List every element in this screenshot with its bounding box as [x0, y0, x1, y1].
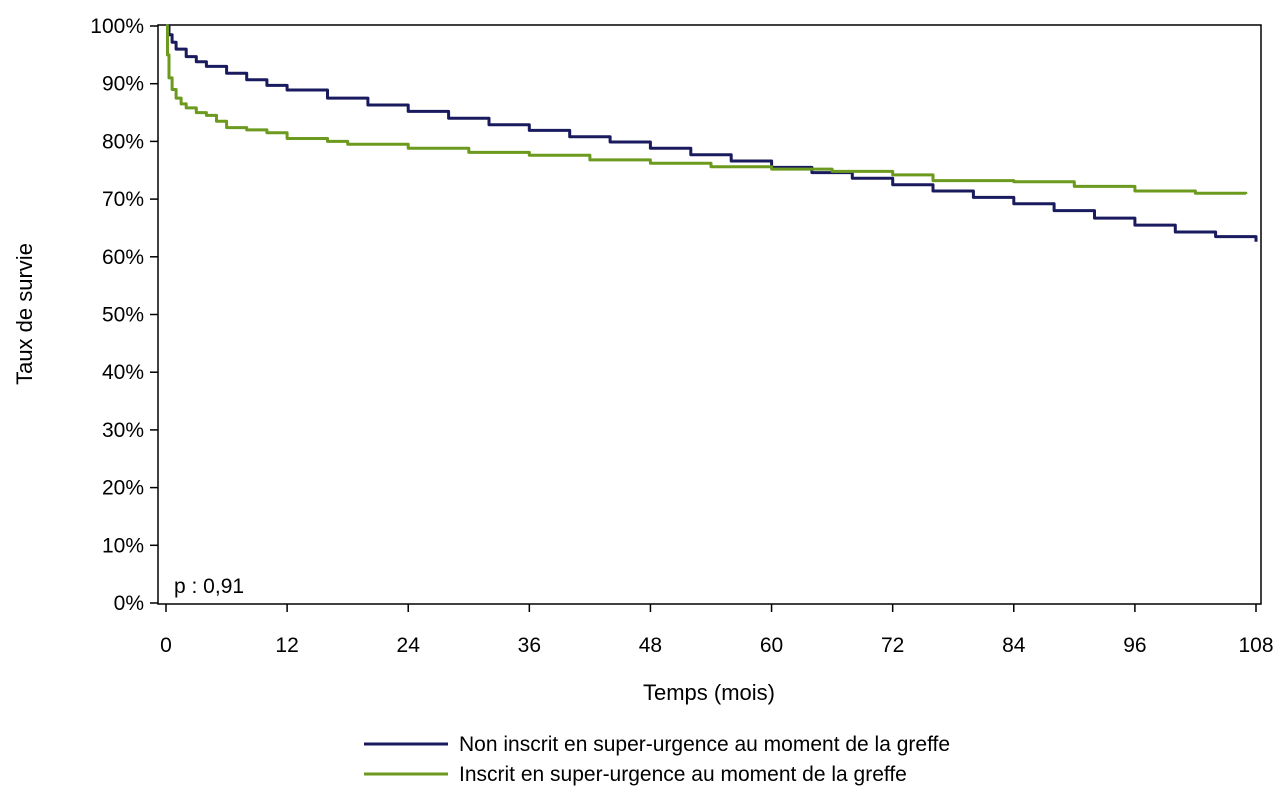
y-tick-label: 40% [102, 361, 144, 384]
y-tick-label: 100% [90, 15, 144, 38]
y-tick-label: 30% [102, 419, 144, 442]
x-tick-label: 84 [1002, 634, 1026, 657]
series-layer [166, 24, 1258, 242]
plot-frame [157, 24, 1262, 605]
series-line-1 [166, 24, 1258, 242]
p-value-annotation: p : 0,91 [174, 575, 244, 598]
y-tick-label: 60% [102, 246, 144, 269]
x-tick-label: 12 [275, 634, 298, 657]
y-axis-title: Taux de survie [12, 243, 37, 385]
y-tick-label: 10% [102, 534, 144, 557]
y-tick-label: 0% [114, 592, 144, 615]
x-tick-label: 96 [1123, 634, 1146, 657]
x-axis: 0 12 24 36 48 60 72 84 96 108 [160, 604, 1274, 657]
x-tick-label: 0 [160, 634, 172, 657]
y-tick-label: 80% [102, 130, 144, 153]
x-tick-label: 72 [881, 634, 904, 657]
x-tick-label: 36 [518, 634, 541, 657]
legend-label-1: Non inscrit en super-urgence au moment d… [459, 733, 950, 756]
legend-label-2: Inscrit en super-urgence au moment de la… [459, 763, 907, 786]
legend: Non inscrit en super-urgence au moment d… [364, 733, 950, 786]
x-tick-label: 48 [639, 634, 662, 657]
y-tick-label: 50% [102, 304, 144, 327]
x-tick-label: 24 [397, 634, 421, 657]
y-axis: 0% 10% 20% 30% 40% 50% 60% 70% 80% 90% 100% [90, 15, 158, 615]
x-axis-title: Temps (mois) [643, 680, 775, 705]
x-tick-label: 60 [760, 634, 783, 657]
y-tick-label: 90% [102, 73, 144, 96]
y-tick-label: 20% [102, 477, 144, 500]
x-tick-label: 108 [1238, 634, 1273, 657]
y-tick-label: 70% [102, 188, 144, 211]
series-line-2 [166, 24, 1248, 195]
